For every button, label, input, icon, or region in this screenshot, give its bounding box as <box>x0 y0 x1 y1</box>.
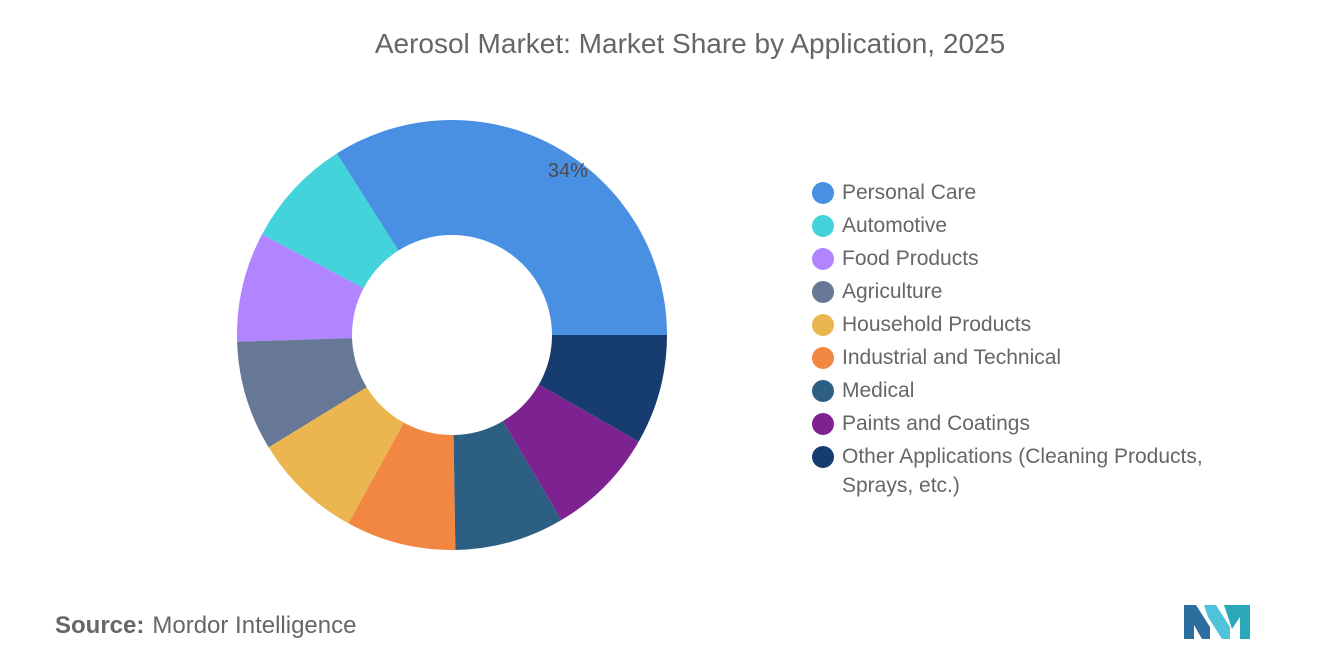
legend-item: Industrial and Technical <box>812 343 1272 372</box>
legend-swatch <box>812 446 834 468</box>
legend-item: Medical <box>812 376 1272 405</box>
legend-swatch <box>812 380 834 402</box>
legend-label: Medical <box>842 379 915 402</box>
legend-label: Food Products <box>842 247 979 270</box>
legend-swatch <box>812 248 834 270</box>
legend-item: Paints and Coatings <box>812 409 1272 438</box>
donut-slice-paints-and-coatings <box>502 384 639 521</box>
donut-slice-industrial-and-technical <box>348 422 456 550</box>
legend-swatch <box>812 314 834 336</box>
legend-swatch <box>812 182 834 204</box>
legend-label: Household Products <box>842 313 1032 336</box>
legend-swatch <box>812 347 834 369</box>
donut-slice-labels: 34% <box>548 160 588 182</box>
source-label: Source: <box>55 612 145 639</box>
legend-item: Household Products <box>812 310 1272 339</box>
mordor-intelligence-logo-icon <box>1184 605 1250 639</box>
legend-item: Agriculture <box>812 277 1272 306</box>
legend-item: Food Products <box>812 244 1272 273</box>
donut-slice-agriculture <box>237 338 367 448</box>
donut-slice-medical <box>453 421 562 550</box>
donut-slice-food-products <box>237 234 364 342</box>
legend-label: Agriculture <box>842 280 943 303</box>
legend-item: Other Applications (Cleaning Products, S… <box>812 442 1272 500</box>
legend-swatch <box>812 413 834 435</box>
legend-item: Automotive <box>812 211 1272 240</box>
donut-slice-automotive <box>261 153 399 289</box>
donut-slice-personal-care <box>336 119 667 336</box>
legend-label: Paints and Coatings <box>842 412 1030 435</box>
source-note: Source: Mordor Intelligence <box>55 612 356 640</box>
donut-slices <box>237 119 667 550</box>
legend-label: Other Applications (Cleaning Products, S… <box>842 445 1203 497</box>
legend-swatch <box>812 281 834 303</box>
source-name: Mordor Intelligence <box>152 612 357 639</box>
legend-label: Personal Care <box>842 181 977 204</box>
legend-label: Automotive <box>842 214 948 237</box>
chart-title: Aerosol Market: Market Share by Applicat… <box>374 28 1006 59</box>
legend-item: Personal Care <box>812 178 1272 207</box>
legend-swatch <box>812 215 834 237</box>
donut-slice-household-products <box>268 387 404 524</box>
chart-legend: Personal Care Automotive Food Products Agri… <box>812 178 1272 504</box>
legend-label: Industrial and Technical <box>842 346 1062 369</box>
donut-slice-other-applications-cleaning-products-sprays-etc <box>538 335 667 442</box>
slice-value-label: 34% <box>548 160 588 182</box>
